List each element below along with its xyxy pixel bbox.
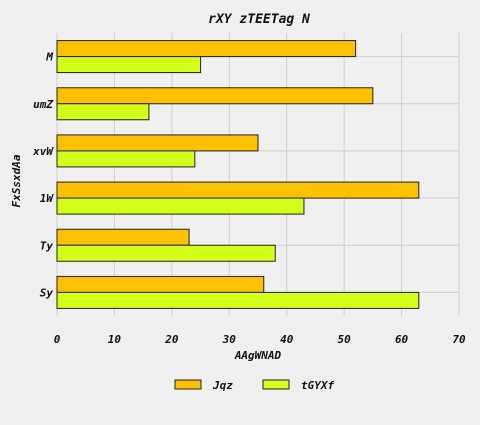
legend-swatch-tGYXf bbox=[262, 379, 290, 390]
x-tick-label: 40 bbox=[280, 333, 294, 346]
bar-tGYXf-umZ bbox=[56, 103, 150, 121]
bar-tGYXf-Ty bbox=[56, 244, 276, 262]
y-tick-label: M bbox=[45, 51, 53, 64]
y-tick-label: xvW bbox=[32, 145, 54, 158]
x-axis-label: AAgWNAD bbox=[234, 349, 282, 362]
y-axis-label: FxSsxdAa bbox=[10, 154, 23, 207]
bar-Jqz-M bbox=[56, 40, 357, 58]
x-tick-labels: 0 10 20 30 40 50 60 70 bbox=[54, 333, 466, 346]
x-tick-label: 50 bbox=[338, 333, 352, 346]
legend-label-tGYXf: tGYXf bbox=[301, 379, 334, 392]
bar-tGYXf-M bbox=[56, 56, 202, 74]
y-tick-label: Ty bbox=[40, 239, 54, 252]
x-tick-label: 20 bbox=[164, 333, 179, 346]
bar-Jqz-umZ bbox=[56, 87, 374, 105]
x-tick-label: 60 bbox=[395, 333, 409, 346]
chart-title: rXY zTEETag N bbox=[208, 12, 310, 27]
x-tick-label: 10 bbox=[108, 333, 122, 346]
bar-Jqz-Ty bbox=[56, 228, 190, 246]
y-tick-label: 1W bbox=[40, 192, 55, 205]
bar-Jqz-Sy bbox=[56, 275, 265, 293]
y-tick-label: Sy bbox=[40, 286, 54, 299]
bar-Jqz-1W bbox=[56, 181, 420, 199]
bar-tGYXf-xvW bbox=[56, 150, 196, 168]
y-tick-label: umZ bbox=[33, 98, 53, 111]
grid bbox=[56, 33, 460, 316]
bars bbox=[56, 40, 420, 309]
legend-label-Jqz: Jqz bbox=[212, 379, 233, 392]
x-tick-label: 0 bbox=[54, 333, 61, 346]
bar-tGYXf-Sy bbox=[56, 291, 420, 309]
bar-tGYXf-1W bbox=[56, 197, 305, 215]
bar-Jqz-xvW bbox=[56, 134, 259, 152]
legend-swatch-Jqz bbox=[174, 379, 202, 390]
legend: Jqz tGYXf bbox=[174, 379, 334, 392]
x-tick-label: 70 bbox=[452, 333, 466, 346]
x-tick-label: 30 bbox=[222, 333, 237, 346]
